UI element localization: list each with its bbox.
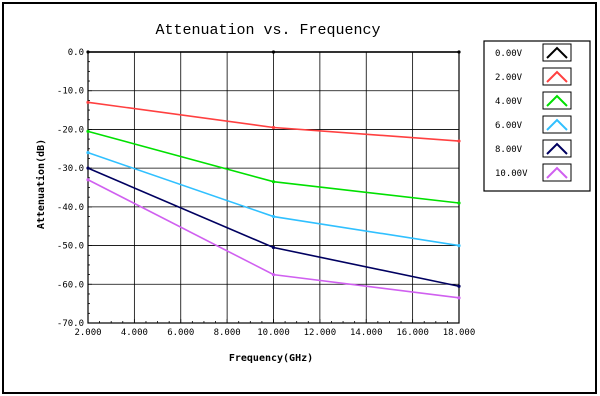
data-point	[271, 214, 276, 219]
x-tick-label: 2.000	[74, 328, 101, 338]
data-point	[86, 100, 90, 104]
y-tick-label: -40.0	[57, 203, 84, 213]
legend-label: 10.00V	[495, 169, 528, 179]
data-point	[457, 284, 461, 288]
legend-swatch-0.00V	[546, 46, 568, 59]
y-tick-label: -10.0	[57, 87, 84, 97]
legend-swatch-4.00V	[546, 94, 568, 107]
legend-swatch-box	[542, 163, 572, 182]
legend-label: 0.00V	[495, 49, 523, 59]
y-tick-label: -60.0	[57, 280, 84, 290]
y-tick-label: -70.0	[57, 319, 84, 329]
x-tick-label: 12.000	[304, 328, 337, 338]
chart-title: Attenuation vs. Frequency	[155, 22, 380, 39]
legend: 0.00V 2.00V 4.00V 6.00V 8.00V 10.00V	[483, 40, 591, 192]
y-tick-label: 0.0	[68, 48, 84, 58]
legend-swatch-box	[542, 115, 572, 134]
x-axis-label: Frequency(GHz)	[229, 353, 313, 364]
legend-swatch-box	[542, 43, 572, 62]
data-point	[271, 245, 276, 250]
legend-label: 8.00V	[495, 145, 523, 155]
data-point	[86, 129, 90, 133]
x-tick-label: 4.000	[121, 328, 148, 338]
data-point	[457, 201, 461, 205]
x-tick-label: 16.000	[396, 328, 429, 338]
x-tick-label: 10.000	[257, 328, 290, 338]
y-tick-label: -20.0	[57, 125, 84, 135]
x-tick-label: 18.000	[443, 328, 476, 338]
y-tick-label: -30.0	[57, 164, 84, 174]
y-axis-label: Attenuation(dB)	[35, 139, 47, 229]
data-point	[271, 180, 276, 184]
data-point	[457, 50, 461, 54]
data-point	[86, 151, 90, 155]
x-tick-label: 6.000	[167, 328, 194, 338]
legend-swatch-10.00V	[546, 166, 568, 179]
legend-swatch-box	[542, 91, 572, 110]
data-point	[457, 296, 461, 300]
data-point	[86, 50, 90, 54]
legend-label: 4.00V	[495, 97, 523, 107]
data-point	[457, 139, 461, 143]
data-point	[86, 166, 90, 170]
data-point	[457, 243, 461, 248]
data-point	[271, 125, 276, 130]
x-tick-label: 8.000	[214, 328, 241, 338]
legend-swatch-box	[542, 67, 572, 86]
legend-swatch-6.00V	[546, 118, 568, 131]
data-point	[86, 178, 90, 182]
plot-area: 2.000 4.000 6.000 8.000 10.000 12.000 14.000 16…	[57, 48, 475, 338]
legend-label: 2.00V	[495, 73, 523, 83]
legend-swatch-8.00V	[546, 142, 568, 155]
data-point	[271, 273, 276, 277]
legend-box	[483, 40, 591, 192]
legend-swatch-box	[542, 139, 572, 158]
legend-label: 6.00V	[495, 121, 523, 131]
x-tick-label: 14.000	[350, 328, 383, 338]
legend-swatch-2.00V	[546, 70, 568, 83]
y-tick-label: -50.0	[57, 242, 84, 252]
data-point	[271, 50, 276, 54]
